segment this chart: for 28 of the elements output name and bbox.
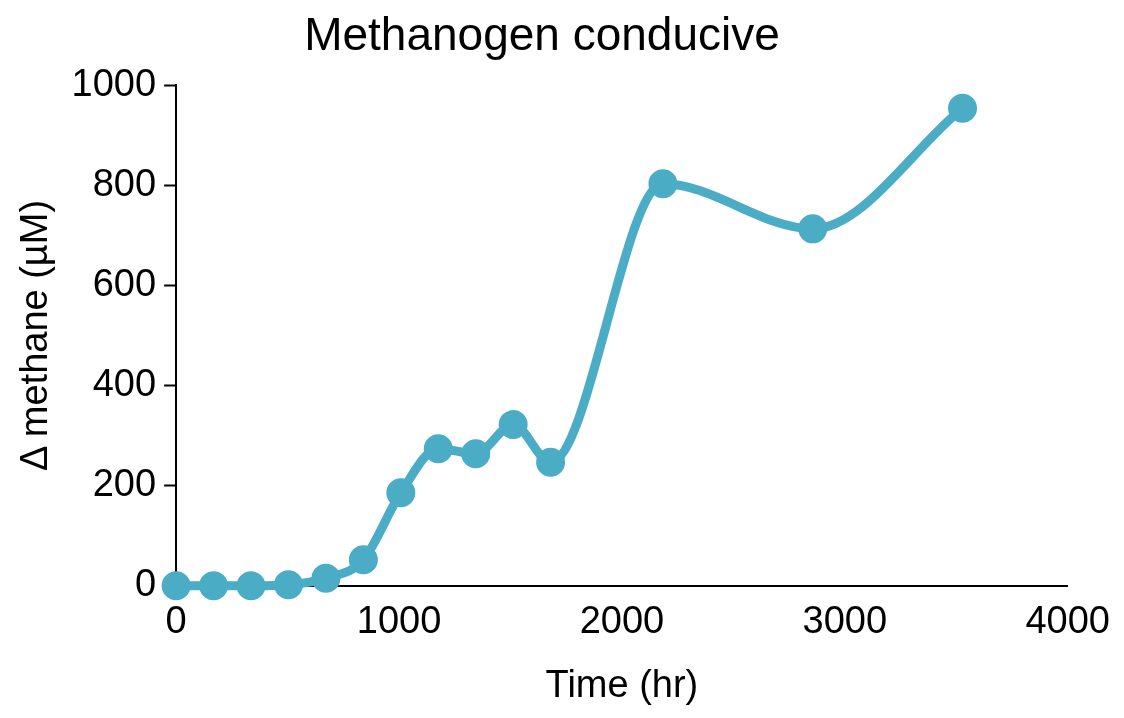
point [648, 169, 678, 199]
point [311, 563, 341, 593]
y-tick-label: 400 [92, 362, 157, 405]
point [386, 478, 416, 508]
point [273, 570, 303, 600]
x-tick-label: 3000 [802, 599, 888, 642]
point [348, 545, 378, 575]
point [423, 434, 453, 464]
point [498, 410, 528, 440]
x-tick-label: 0 [165, 599, 187, 642]
y-tick-label: 600 [92, 261, 157, 304]
point [199, 571, 229, 601]
point [236, 571, 266, 601]
point [161, 571, 191, 601]
x-tick-label: 1000 [356, 599, 442, 642]
chart-title: Methanogen conducive [304, 8, 780, 61]
y-tick-label: 800 [92, 161, 157, 204]
point [798, 214, 828, 244]
x-axis-title: Time (hr) [545, 662, 699, 705]
x-tick-label: 2000 [579, 599, 665, 642]
point [948, 93, 978, 123]
x-tick-label: 4000 [1025, 599, 1111, 642]
point [461, 439, 491, 469]
y-tick-label: 200 [92, 462, 157, 505]
point [536, 447, 566, 477]
y-tick-label: 1000 [71, 61, 157, 104]
y-axis-title: Δ methane (µM) [13, 199, 56, 472]
y-tick-label: 0 [134, 562, 157, 605]
